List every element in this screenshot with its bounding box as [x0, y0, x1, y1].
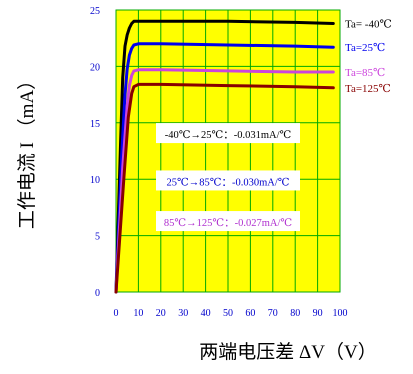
annotation-box	[156, 170, 300, 191]
x-axis-label: 两端电压差 ΔV（V）	[199, 341, 376, 363]
annotation-label: 25℃→85℃：-0.030mA/℃	[166, 177, 289, 188]
x-tick-label: 70	[268, 308, 278, 319]
y-tick-label: 5	[95, 232, 100, 243]
x-tick-label: 40	[201, 308, 211, 319]
y-tick-label: 0	[95, 288, 100, 299]
x-tick-label: 80	[290, 308, 300, 319]
series-line	[114, 42, 335, 294]
y-tick-label: 15	[90, 119, 100, 130]
series-label: Ta=25℃	[345, 42, 385, 54]
x-tick-label: 90	[313, 308, 323, 319]
y-tick-label: 20	[90, 62, 100, 73]
x-tick-label: 30	[178, 308, 188, 319]
x-tick-label: 50	[223, 308, 233, 319]
annotation-label: 85℃→125℃：-0.027mA/℃	[164, 218, 293, 229]
series-group	[114, 19, 335, 294]
series-line	[114, 82, 335, 294]
y-axis-label: 工作电流 I （mA）	[16, 71, 38, 229]
x-tick-label: 100	[333, 308, 348, 319]
y-tick-label: 10	[90, 175, 100, 186]
annotation-box	[156, 211, 300, 232]
x-tick-labels: 0 10 20 30 40 50 60 70 80 90 100	[114, 308, 348, 319]
x-tick-label: 60	[245, 308, 255, 319]
series-label: Ta=85℃	[345, 67, 385, 79]
series-line	[114, 68, 335, 294]
series-label: Ta= -40℃	[345, 19, 392, 31]
y-tick-labels: 0 5 10 15 20 25	[90, 6, 100, 299]
x-tick-label: 0	[114, 308, 119, 319]
annotations: -40℃→25℃：-0.031mA/℃ 25℃→85℃：-0.030mA/℃ 85℃…	[156, 123, 300, 232]
x-tick-label: 20	[156, 308, 166, 319]
annotation-label: -40℃→25℃：-0.031mA/℃	[165, 130, 292, 141]
series-labels: Ta= -40℃ Ta=25℃ Ta=85℃ Ta=125℃	[345, 19, 392, 95]
x-tick-label: 10	[133, 308, 143, 319]
series-label: Ta=125℃	[345, 83, 391, 95]
series-line	[114, 19, 335, 294]
annotation-box	[156, 123, 300, 144]
y-tick-label: 25	[90, 6, 100, 17]
